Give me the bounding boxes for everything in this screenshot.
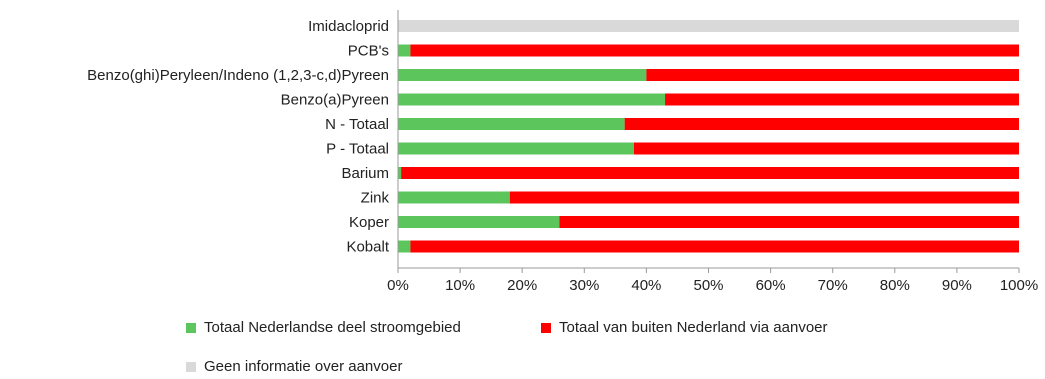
x-tick-label: 30%: [569, 277, 599, 294]
bar-1-6: [401, 167, 1020, 179]
category-label: P - Totaal: [326, 141, 389, 158]
category-label: PCB's: [348, 43, 389, 60]
legend-item-nl: Totaal Nederlandse deel stroomgebied: [186, 319, 461, 336]
x-tick-label: 0%: [387, 277, 409, 294]
legend-label-abroad: Totaal van buiten Nederland via aanvoer: [559, 319, 828, 336]
bar-1-7: [509, 191, 1019, 204]
category-label: Barium: [341, 165, 389, 182]
bar-1-2: [646, 69, 1019, 81]
category-label: Benzo(a)Pyreen: [281, 92, 389, 109]
bar-0-9: [398, 240, 411, 253]
bar-0-8: [398, 216, 560, 228]
bar-2-0: [398, 20, 1019, 32]
category-label: Imidacloprid: [308, 18, 389, 35]
bar-1-5: [633, 142, 1019, 155]
legend-item-noinfo: Geen informatie over aanvoer: [186, 358, 402, 375]
legend-swatch-abroad: [541, 322, 551, 333]
x-tick-label: 100%: [1000, 277, 1038, 294]
legend-label-nl: Totaal Nederlandse deel stroomgebied: [204, 319, 461, 336]
x-tick-label: 80%: [880, 277, 910, 294]
legend-item-abroad: Totaal van buiten Nederland via aanvoer: [541, 319, 828, 336]
x-tick-label: 10%: [445, 277, 475, 294]
x-tick-label: 40%: [631, 277, 661, 294]
x-axis: 0% 10% 20% 30% 40% 50% 60% 70% 80% 90% 100%: [387, 10, 1038, 294]
x-tick-label: 20%: [507, 277, 537, 294]
x-tick-label: 50%: [693, 277, 723, 294]
legend-swatch-nl: [186, 322, 196, 333]
bar-1-8: [559, 216, 1019, 228]
bar-0-1: [398, 44, 411, 57]
bar-0-6: [398, 167, 402, 179]
category-labels: Imidacloprid PCB's Benzo(ghi)Peryleen/Inde…: [87, 18, 390, 256]
bar-0-2: [398, 69, 647, 81]
bars-group: [398, 20, 1020, 253]
bar-0-4: [398, 118, 625, 130]
x-tick-label: 60%: [756, 277, 786, 294]
legend-label-noinfo: Geen informatie over aanvoer: [204, 358, 403, 375]
category-label: Koper: [349, 214, 389, 231]
bar-0-3: [398, 93, 666, 106]
stacked-bar-chart: Imidacloprid PCB's Benzo(ghi)Peryleen/Inde…: [87, 10, 1038, 294]
bar-1-4: [624, 118, 1019, 130]
x-tick-label: 70%: [818, 277, 848, 294]
category-label: Zink: [361, 190, 390, 207]
bar-0-5: [398, 142, 634, 155]
x-tick-label: 90%: [942, 277, 972, 294]
bar-1-1: [410, 44, 1019, 57]
category-label: Kobalt: [346, 239, 389, 256]
category-label: N - Totaal: [325, 116, 389, 133]
bar-1-3: [665, 93, 1019, 106]
bar-1-9: [410, 240, 1019, 253]
bar-0-7: [398, 191, 510, 204]
legend-swatch-noinfo: [186, 361, 196, 372]
category-label: Benzo(ghi)Peryleen/Indeno (1,2,3-c,d)Pyr…: [87, 67, 389, 84]
